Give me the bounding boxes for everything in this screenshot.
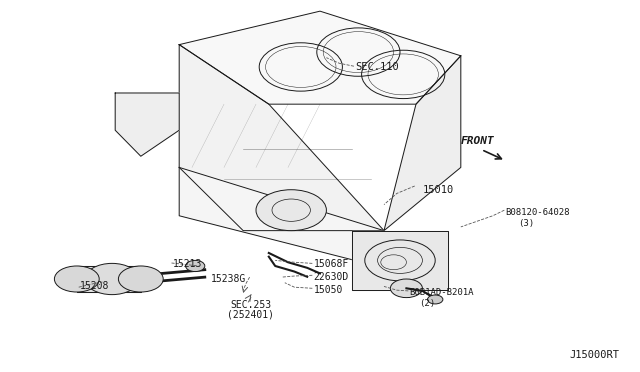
Text: 15050: 15050	[314, 285, 343, 295]
Text: 15213: 15213	[173, 259, 202, 269]
Circle shape	[118, 266, 163, 292]
Polygon shape	[179, 167, 384, 268]
Text: J15000RT: J15000RT	[570, 350, 620, 360]
Polygon shape	[115, 93, 179, 156]
Text: SEC.110: SEC.110	[355, 62, 399, 72]
Circle shape	[85, 263, 139, 295]
Text: (3): (3)	[518, 219, 534, 228]
Text: 15068F: 15068F	[314, 259, 349, 269]
Circle shape	[390, 279, 422, 298]
Text: 15010: 15010	[422, 185, 454, 195]
Text: 15208: 15208	[80, 282, 109, 291]
Circle shape	[428, 295, 443, 304]
Circle shape	[256, 190, 326, 231]
Text: B0B1AD-B201A: B0B1AD-B201A	[410, 288, 474, 296]
Circle shape	[186, 260, 205, 272]
Text: FRONT: FRONT	[461, 137, 495, 146]
Text: SEC.253: SEC.253	[230, 300, 271, 310]
Text: (252401): (252401)	[227, 310, 274, 319]
Polygon shape	[77, 266, 141, 292]
Polygon shape	[352, 231, 448, 290]
Text: 22630D: 22630D	[314, 272, 349, 282]
Polygon shape	[384, 56, 461, 231]
Text: 15238G: 15238G	[211, 274, 246, 284]
Text: (2): (2)	[419, 299, 435, 308]
Text: B08120-64028: B08120-64028	[506, 208, 570, 217]
Polygon shape	[179, 45, 384, 231]
Circle shape	[54, 266, 99, 292]
Polygon shape	[179, 11, 461, 104]
